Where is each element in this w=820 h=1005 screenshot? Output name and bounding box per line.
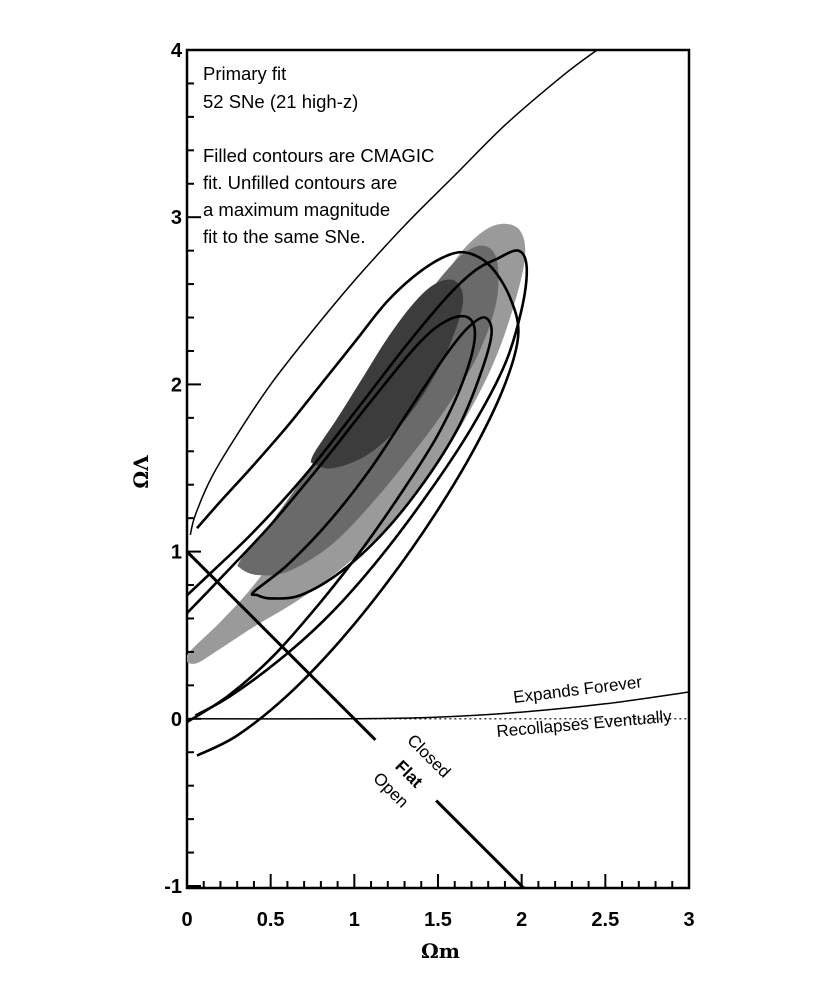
note-line-2: fit. Unfilled contours are — [203, 172, 397, 193]
no-big-bang-line — [189, 50, 598, 536]
x-tick-label: 3 — [683, 909, 694, 931]
y-tick-label: -1 — [164, 876, 182, 898]
note-line-1: Filled contours are CMAGIC — [203, 145, 434, 166]
expands-forever-line — [187, 691, 690, 720]
x-tick-label: 1.5 — [424, 909, 452, 931]
svg-text:Ωm: Ωm — [421, 939, 460, 963]
note-line-4: fit to the same SNe. — [203, 226, 365, 247]
y-axis-title: ΩΛ — [129, 455, 153, 489]
tick-label-layer: -1 0 1 2 3 4 0 0.5 1 1.5 2 2.5 3 — [164, 40, 694, 931]
unfilled-contour-6 — [187, 314, 477, 724]
unfilled-contour-3 — [187, 249, 529, 717]
svg-text:ΩΛ: ΩΛ — [129, 455, 153, 489]
x-tick-label: 0 — [181, 909, 192, 931]
y-tick-label: 3 — [171, 207, 182, 229]
label-backdrop — [362, 722, 454, 814]
tick-layer — [186, 49, 690, 888]
note-line-3: a maximum magnitude — [203, 199, 390, 220]
x-tick-label: 1 — [349, 909, 360, 931]
y-tick-label: 2 — [171, 374, 182, 396]
x-tick-label: 0.5 — [257, 909, 285, 931]
sample-size: 52 SNe (21 high-z) — [203, 91, 358, 112]
y-tick-label: 1 — [171, 542, 182, 564]
y-tick-label: 4 — [171, 40, 183, 62]
x-tick-label: 2.5 — [591, 909, 619, 931]
unfilled-contour-5 — [250, 316, 493, 600]
unfilled-contour-4 — [196, 250, 520, 757]
boundary-layer — [187, 50, 690, 888]
x-axis-title: Ωm — [421, 939, 460, 963]
x-tick-label: 2 — [516, 909, 527, 931]
flat-line — [187, 550, 526, 888]
y-tick-label: 0 — [171, 709, 182, 731]
fit-title: Primary fit — [203, 63, 286, 84]
contour-layer — [187, 223, 529, 757]
